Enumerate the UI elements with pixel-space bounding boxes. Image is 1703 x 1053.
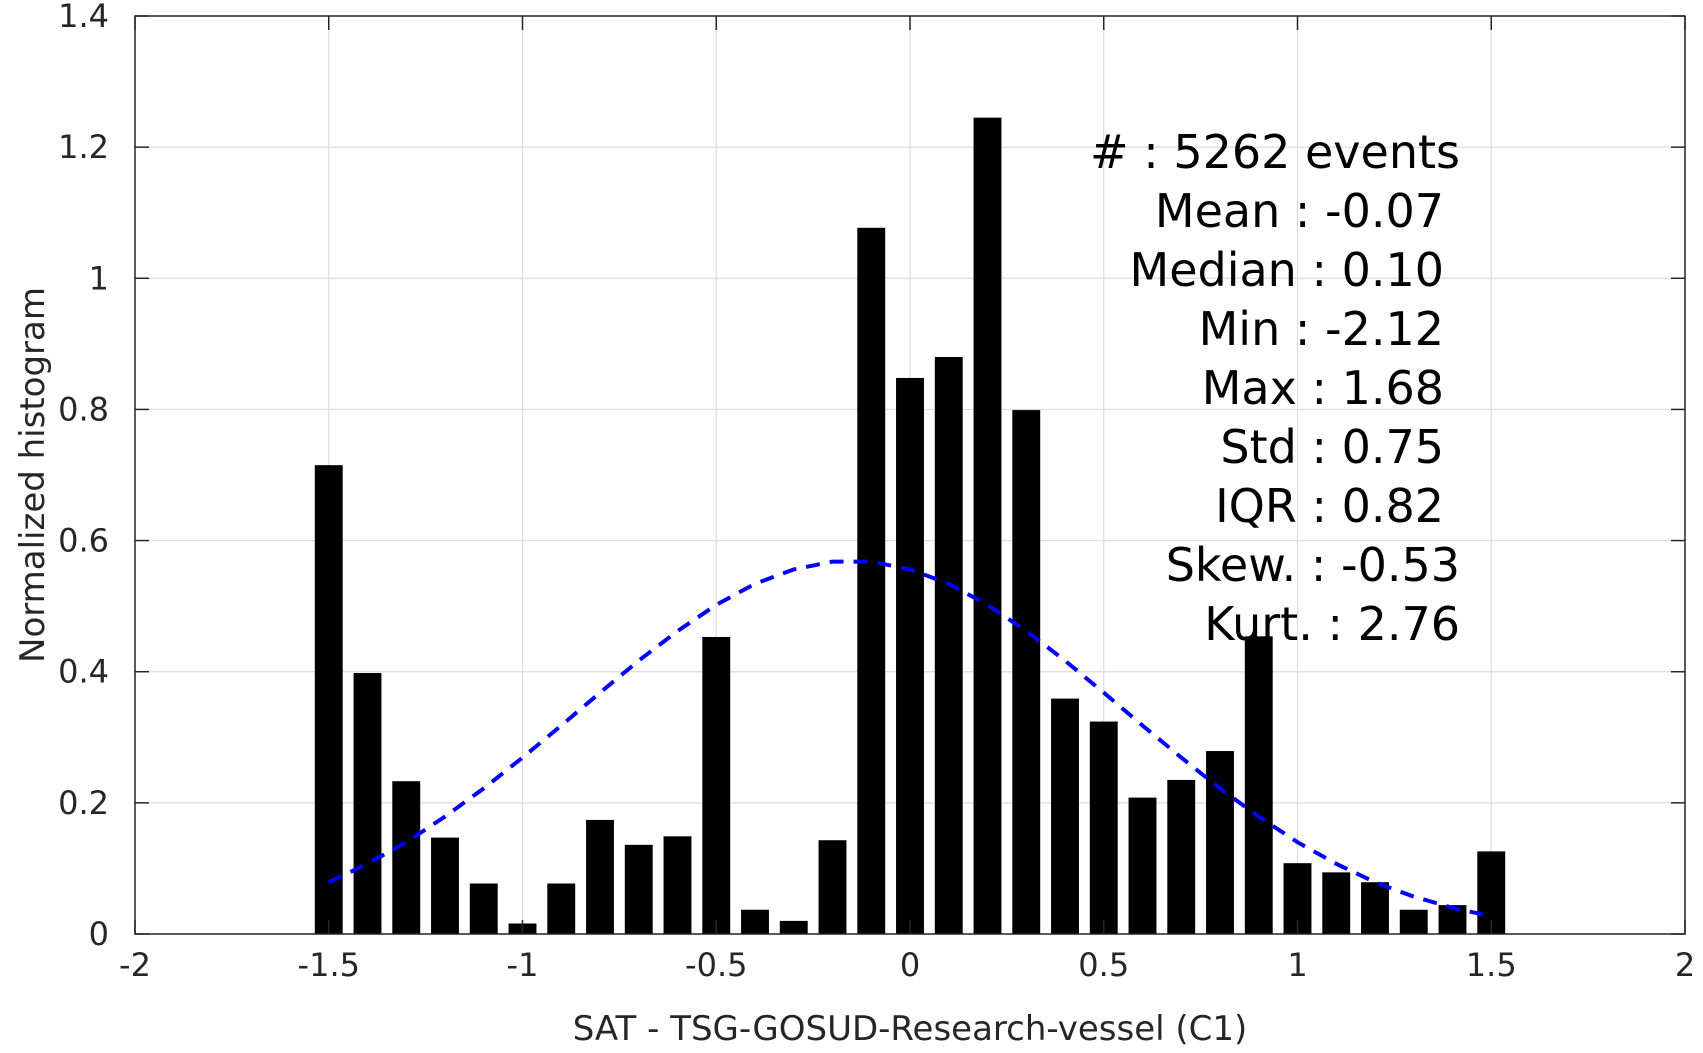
stat-skew: Skew. : -0.53	[1166, 538, 1460, 592]
y-tick-label: 1	[89, 259, 109, 297]
x-tick-label: 0	[900, 946, 920, 984]
x-tick-label: 1.5	[1466, 946, 1517, 984]
y-tick-labels: 0 0.2 0.4 0.6 0.8 1 1.2 1.4	[58, 0, 109, 953]
histogram-bar	[779, 920, 808, 934]
x-tick-label: -2	[119, 946, 151, 984]
stat-events: # : 5262 events	[1090, 125, 1460, 179]
x-axis-label: SAT - TSG-GOSUD-Research-vessel (C1)	[573, 1009, 1248, 1049]
histogram-bar	[702, 636, 731, 934]
histogram-bar	[973, 117, 1002, 934]
stat-std: Std : 0.75	[1220, 420, 1444, 474]
x-tick-labels: -2 -1.5 -1 -0.5 0 0.5 1 1.5 2	[119, 946, 1695, 984]
y-tick-label: 0.2	[58, 784, 109, 822]
histogram-bar	[586, 819, 614, 934]
histogram-bar	[1322, 872, 1351, 934]
histogram-bar	[1089, 721, 1118, 934]
histogram-bar	[1051, 698, 1079, 934]
y-tick-label: 0.8	[58, 390, 109, 428]
histogram-bar	[624, 844, 653, 934]
x-tick-label: -1	[507, 946, 539, 984]
histogram-bar	[818, 840, 847, 934]
histogram-bar	[353, 673, 382, 934]
y-tick-label: 0.4	[58, 653, 109, 691]
histogram-bar	[314, 465, 343, 934]
normal-fit-curve	[327, 559, 1492, 919]
histogram-bar	[1012, 410, 1041, 934]
histogram-bar	[663, 836, 692, 934]
histogram-bar	[1128, 797, 1157, 934]
stat-kurt: Kurt. : 2.76	[1204, 597, 1460, 651]
histogram-bar	[857, 227, 886, 934]
stat-mean: Mean : -0.07	[1155, 184, 1444, 238]
histogram-bar	[392, 781, 421, 934]
histogram-bar	[1438, 905, 1467, 934]
stat-iqr: IQR : 0.82	[1215, 479, 1444, 533]
histogram-bar	[741, 909, 769, 934]
x-tick-label: 1	[1287, 946, 1307, 984]
histogram-bar	[1399, 909, 1428, 934]
histogram-bars	[314, 117, 1506, 934]
stat-median: Median : 0.10	[1130, 243, 1444, 297]
stats-annotation: # : 5262 events Mean : -0.07 Median : 0.…	[1090, 125, 1460, 651]
histogram-bar	[1244, 636, 1273, 934]
y-tick-label: 0.6	[58, 522, 109, 560]
y-tick-label: 0	[89, 915, 109, 953]
y-tick-label: 1.2	[58, 128, 109, 166]
histogram-bar	[469, 883, 498, 934]
tick-marks	[134, 15, 1686, 935]
histogram-bar	[1361, 882, 1389, 934]
x-tick-label: 0.5	[1078, 946, 1129, 984]
histogram-bar	[934, 356, 963, 934]
histogram-bar	[431, 837, 459, 934]
y-axis-label: Normalized histogram	[13, 287, 53, 663]
x-tick-label: -0.5	[685, 946, 747, 984]
histogram-bar	[547, 883, 576, 934]
x-tick-label: -1.5	[298, 946, 360, 984]
histogram-bar	[896, 377, 924, 934]
x-tick-label: 2	[1675, 946, 1695, 984]
stat-max: Max : 1.68	[1202, 361, 1444, 415]
histogram-bar	[1206, 751, 1234, 934]
stat-min: Min : -2.12	[1199, 302, 1444, 356]
y-tick-label: 1.4	[58, 0, 109, 35]
histogram-bar	[1167, 779, 1196, 934]
